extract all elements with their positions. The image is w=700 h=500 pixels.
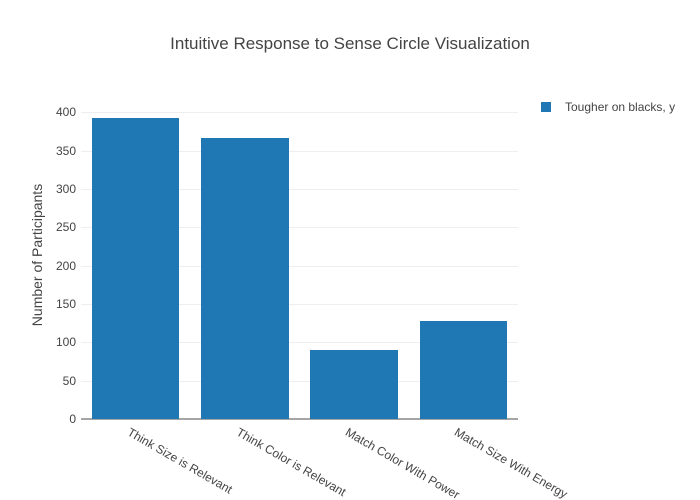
y-tick-label: 200 xyxy=(55,258,76,273)
plot-area xyxy=(81,100,518,420)
y-tick-label: 250 xyxy=(55,220,76,235)
gridline xyxy=(81,188,518,190)
bar-match-color-with-power xyxy=(310,350,398,419)
legend: Tougher on blacks, y xyxy=(541,100,675,114)
y-tick-label: 0 xyxy=(69,412,76,426)
y-tick-label: 300 xyxy=(55,181,76,196)
x-tick-label: Match Color With Power xyxy=(343,425,463,500)
gridline xyxy=(81,265,518,267)
y-tick-label: 350 xyxy=(55,143,76,158)
gridline xyxy=(81,303,518,305)
legend-color-swatch-icon xyxy=(541,102,551,112)
y-tick-label: 150 xyxy=(55,296,76,311)
bar-match-size-with-energy xyxy=(419,320,508,419)
gridline xyxy=(81,342,518,344)
x-tick-label: Think Size is Relevant xyxy=(124,425,235,497)
x-tick-label: Match Size With Energy xyxy=(452,425,571,500)
bar-think-color-is-relevant xyxy=(201,138,289,419)
gridline xyxy=(81,227,518,229)
bar-think-size-is-relevant xyxy=(91,117,180,419)
x-axis-line xyxy=(81,418,518,420)
x-tick-label: Think Color is Relevant xyxy=(233,425,349,500)
gridline xyxy=(81,380,518,382)
legend-item-label[interactable]: Tougher on blacks, y xyxy=(565,100,676,114)
y-tick-label: 100 xyxy=(55,335,76,350)
chart-title: Intuitive Response to Sense Circle Visua… xyxy=(170,34,530,53)
y-tick-label: 400 xyxy=(55,105,76,120)
gridline xyxy=(81,150,518,152)
gridline xyxy=(81,112,518,114)
y-tick-label: 50 xyxy=(62,373,76,388)
